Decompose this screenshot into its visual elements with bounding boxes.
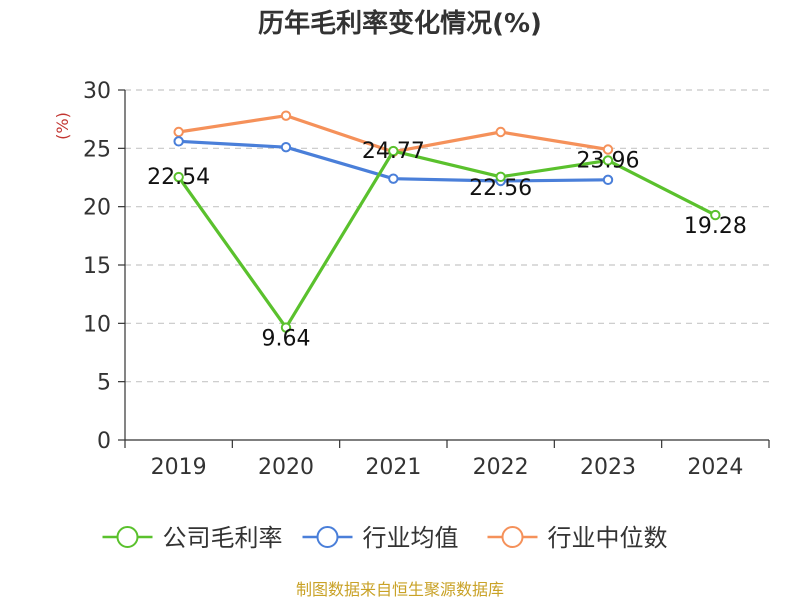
legend-item-2: 行业中位数 xyxy=(487,524,668,552)
data-point xyxy=(173,126,184,138)
axes: 0 5 10 15 20 25 30 2019 2020 2021 2022 2023 2024 xyxy=(83,79,770,480)
x-tick-label: 2019 xyxy=(151,455,207,480)
data-point xyxy=(280,110,292,121)
y-tick-label: 0 xyxy=(97,429,111,454)
x-tick-label: 2022 xyxy=(473,455,529,480)
data-point xyxy=(388,145,399,157)
y-tick-label: 25 xyxy=(83,137,111,162)
y-tick-label: 10 xyxy=(83,312,111,337)
y-axis-label: (%) xyxy=(53,112,72,140)
legend-marker-icon xyxy=(116,526,139,548)
chart-title: 历年毛利率变化情况(%) xyxy=(258,8,542,39)
legend: 公司毛利率 行业均值 行业中位数 xyxy=(102,524,668,552)
series-0 xyxy=(173,145,721,333)
data-labels: 22.54 9.64 24.77 22.56 23.96 19.28 xyxy=(147,139,747,352)
data-label: 19.28 xyxy=(684,214,747,239)
y-tick-label: 5 xyxy=(97,371,111,396)
legend-marker-icon xyxy=(316,526,339,548)
data-point xyxy=(173,171,184,183)
data-label: 23.96 xyxy=(577,148,640,173)
legend-label: 行业中位数 xyxy=(548,524,668,552)
series-line xyxy=(177,149,717,330)
y-tick-label: 15 xyxy=(83,254,111,279)
series-group xyxy=(173,110,721,333)
data-point xyxy=(388,173,399,184)
data-point xyxy=(280,141,292,153)
data-label: 22.56 xyxy=(469,176,532,201)
data-point xyxy=(602,174,614,186)
x-tick-label: 2024 xyxy=(687,455,743,480)
data-point xyxy=(710,209,721,221)
y-tick-label: 30 xyxy=(83,79,111,104)
legend-label: 公司毛利率 xyxy=(163,524,283,552)
source-note: 制图数据来自恒生聚源数据库 xyxy=(296,580,504,599)
data-point xyxy=(495,126,506,138)
legend-item-1: 行业均值 xyxy=(302,524,459,552)
data-label: 9.64 xyxy=(262,327,311,352)
grid-lines xyxy=(125,89,769,383)
data-point xyxy=(280,322,292,333)
x-tick-label: 2020 xyxy=(258,455,314,480)
legend-label: 行业均值 xyxy=(363,524,459,552)
data-label: 24.77 xyxy=(362,139,425,164)
x-tick-label: 2021 xyxy=(365,455,421,480)
data-point xyxy=(602,155,614,166)
legend-marker-icon xyxy=(501,526,524,548)
data-point xyxy=(495,171,506,183)
x-tick-label: 2023 xyxy=(580,455,636,480)
y-tick-label: 20 xyxy=(83,196,111,221)
data-label: 22.54 xyxy=(147,165,210,190)
data-point xyxy=(173,136,184,147)
data-point xyxy=(602,144,614,155)
legend-item-0: 公司毛利率 xyxy=(102,524,283,552)
